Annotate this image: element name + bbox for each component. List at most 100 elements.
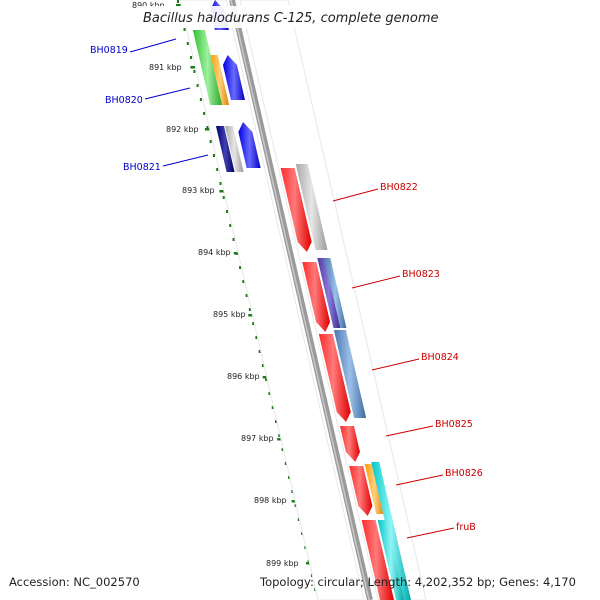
ring-dot <box>275 420 277 423</box>
leader-line <box>162 154 209 167</box>
kbp-label: 892 kbp <box>166 125 199 134</box>
kbp-label: 894 kbp <box>198 248 231 257</box>
gene-bh0821-cog2[interactable] <box>224 126 244 172</box>
ring-dot <box>288 476 291 479</box>
leader-line <box>129 38 177 53</box>
gene-bh0820-cog[interactable] <box>210 55 230 105</box>
gene-bh0823-cog[interactable] <box>317 258 341 328</box>
ring-tick <box>219 190 226 193</box>
ring-dot <box>212 154 215 157</box>
gene-frub-cog[interactable] <box>377 520 404 600</box>
ring-tick <box>277 438 284 441</box>
gene-bh0823-forward[interactable] <box>302 262 331 332</box>
ring-dot <box>229 224 232 227</box>
kbp-label: 896 kbp <box>227 372 260 381</box>
leader-line <box>351 275 401 289</box>
kbp-label: 895 kbp <box>213 310 246 319</box>
gene-label-bh0819[interactable]: BH0819 <box>90 45 128 56</box>
ring-dot <box>183 28 186 31</box>
ring-dot <box>245 294 248 297</box>
genome-backbone-highlight <box>230 0 370 600</box>
ring-dot <box>206 126 209 129</box>
gene-bh0824-forward[interactable] <box>318 334 351 422</box>
leader-line <box>332 188 379 202</box>
ring-dot <box>222 196 225 199</box>
gene-label-frub[interactable]: fruB <box>456 522 476 533</box>
kbp-label: 893 kbp <box>182 186 215 195</box>
gene-bh0825-forward[interactable] <box>339 426 360 462</box>
ring-tick <box>175 4 182 7</box>
title-background <box>138 6 460 28</box>
leader-line <box>406 527 455 539</box>
kbp-label: 890 kbp <box>132 1 165 10</box>
map-title: Bacillus halodurans C-125, complete geno… <box>143 11 439 26</box>
gene-bh0824-cog[interactable] <box>333 330 367 418</box>
kbp-label: 898 kbp <box>254 496 287 505</box>
ring-dot <box>255 336 258 339</box>
leader-line <box>371 358 420 371</box>
ring-dot <box>203 112 206 115</box>
ring-dot <box>196 84 199 87</box>
ring-dot <box>209 140 212 143</box>
gene-label-bh0820[interactable]: BH0820 <box>105 95 143 106</box>
gene-features <box>179 0 427 600</box>
leader-line <box>385 425 434 437</box>
gene-label-bh0822[interactable]: BH0822 <box>380 182 418 193</box>
gene-bh0826-cog[interactable] <box>364 464 385 514</box>
ring-tick <box>233 252 240 255</box>
ring-dot <box>271 406 274 409</box>
gene-bh0819-cog[interactable] <box>192 30 223 105</box>
left-gene-labels: BH0819 BH0820 BH0821 <box>90 38 209 173</box>
ring-tick <box>291 500 298 503</box>
ring-dot <box>177 0 179 3</box>
ring-dot <box>268 392 271 395</box>
genome-backbone <box>229 0 373 600</box>
ring-dot <box>193 70 196 73</box>
ring-dot <box>232 238 235 241</box>
ring-dot <box>291 490 294 493</box>
ring-tick <box>190 66 197 69</box>
ring-dot <box>304 546 307 549</box>
gene-label-bh0825[interactable]: BH0825 <box>435 419 473 430</box>
gene-bh0826-cog2[interactable] <box>371 462 411 600</box>
ring-dot <box>186 42 189 45</box>
kbp-label: 891 kbp <box>149 63 182 72</box>
ring-dot <box>278 434 281 437</box>
ring-dot <box>199 98 202 101</box>
gene-label-bh0823[interactable]: BH0823 <box>402 269 440 280</box>
ring-dot <box>252 322 255 325</box>
ring-dot <box>219 182 222 185</box>
ring-dot <box>261 364 264 367</box>
accession-text: Accession: NC_002570 <box>9 575 140 589</box>
gene-bh0821-cog[interactable] <box>215 126 235 172</box>
ring-dot <box>190 56 193 59</box>
gene-bh0822-forward[interactable] <box>280 168 312 252</box>
gene-bh0826-forward[interactable] <box>349 466 373 516</box>
gene-frub-forward[interactable] <box>361 520 394 600</box>
kbp-labels: 890 kbp 891 kbp 892 kbp 893 kbp 894 kbp … <box>132 1 299 568</box>
kbp-label: 897 kbp <box>241 434 274 443</box>
leader-line <box>144 87 191 100</box>
ring-dot <box>265 378 268 381</box>
gene-bh0823-cog2[interactable] <box>324 258 347 328</box>
ring-dot <box>294 504 297 507</box>
ring-tick <box>262 376 269 379</box>
gene-label-bh0821[interactable]: BH0821 <box>123 162 161 173</box>
topology-text: Topology: circular; Length: 4,202,352 bp… <box>259 575 576 589</box>
ring-dot <box>301 532 304 535</box>
ring-dot <box>242 280 245 283</box>
ring-dot <box>248 308 251 311</box>
ring-dot <box>216 168 219 171</box>
ring-dot <box>297 518 300 521</box>
leader-line <box>395 474 444 486</box>
gene-bh0820-reverse[interactable] <box>222 55 245 100</box>
gene-bh0821-reverse[interactable] <box>238 122 261 168</box>
right-gene-labels: BH0822 BH0823 BH0824 BH0825 BH0826 fruB <box>332 182 483 539</box>
gene-label-bh0824[interactable]: BH0824 <box>421 352 459 363</box>
gene-label-bh0826[interactable]: BH0826 <box>445 468 483 479</box>
ring-tick <box>204 128 211 131</box>
ring-dot <box>284 462 287 465</box>
gene-bh0822-cog[interactable] <box>295 164 328 250</box>
ring-dot <box>281 448 284 451</box>
